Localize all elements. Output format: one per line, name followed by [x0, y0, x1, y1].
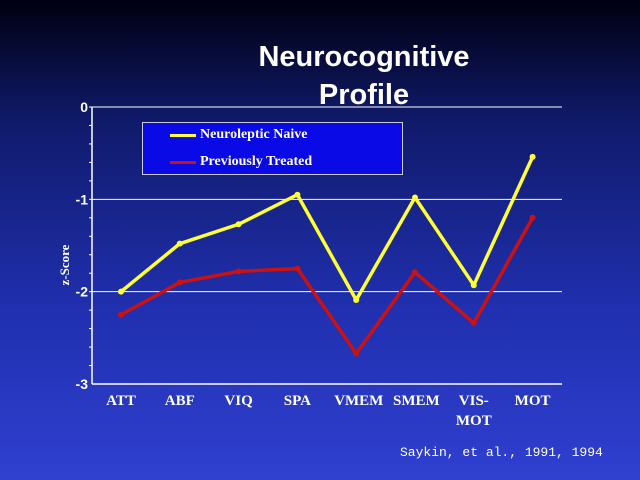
x-tick-label: ABF: [164, 393, 195, 409]
x-tick-label: ATT: [106, 393, 136, 409]
x-tick-label: VIS-MOT: [455, 393, 492, 429]
data-point: [235, 268, 242, 275]
data-point: [235, 221, 242, 228]
data-point: [176, 279, 183, 286]
data-point: [412, 269, 418, 276]
data-point: [294, 265, 301, 272]
y-tick-label: -3: [76, 376, 89, 392]
data-point: [353, 350, 360, 357]
x-tick-label: MOT: [514, 393, 551, 409]
data-point: [412, 194, 418, 201]
y-tick-label: -1: [76, 191, 89, 207]
data-point: [176, 240, 183, 247]
series-line: [120, 216, 535, 356]
y-axis-label: z-Score: [57, 244, 72, 285]
data-point: [118, 311, 124, 318]
source-note: Saykin, et al., 1991, 1994: [400, 445, 603, 460]
chart-title: Neurocognitive Profile: [258, 41, 470, 111]
legend-label: Previously Treated: [200, 154, 313, 169]
x-tick-label: VIQ: [224, 393, 253, 409]
x-tick-label: VMEM: [334, 393, 384, 409]
data-point: [353, 296, 360, 303]
data-point: [529, 153, 536, 160]
x-tick-label: SPA: [283, 393, 311, 409]
y-tick-label: 0: [80, 99, 88, 115]
legend: Neuroleptic Naive Previously Treated: [142, 122, 403, 175]
data-point: [118, 288, 124, 295]
legend-label: Neuroleptic Naive: [200, 127, 308, 142]
data-point: [529, 214, 536, 221]
y-tick-label: -2: [76, 284, 89, 300]
legend-swatch: [170, 161, 196, 164]
legend-swatch: [170, 134, 196, 137]
x-tick-label: SMEM: [393, 393, 440, 409]
data-point: [470, 320, 477, 327]
series-line: [119, 156, 535, 302]
data-point: [294, 191, 301, 198]
data-point: [470, 282, 477, 289]
